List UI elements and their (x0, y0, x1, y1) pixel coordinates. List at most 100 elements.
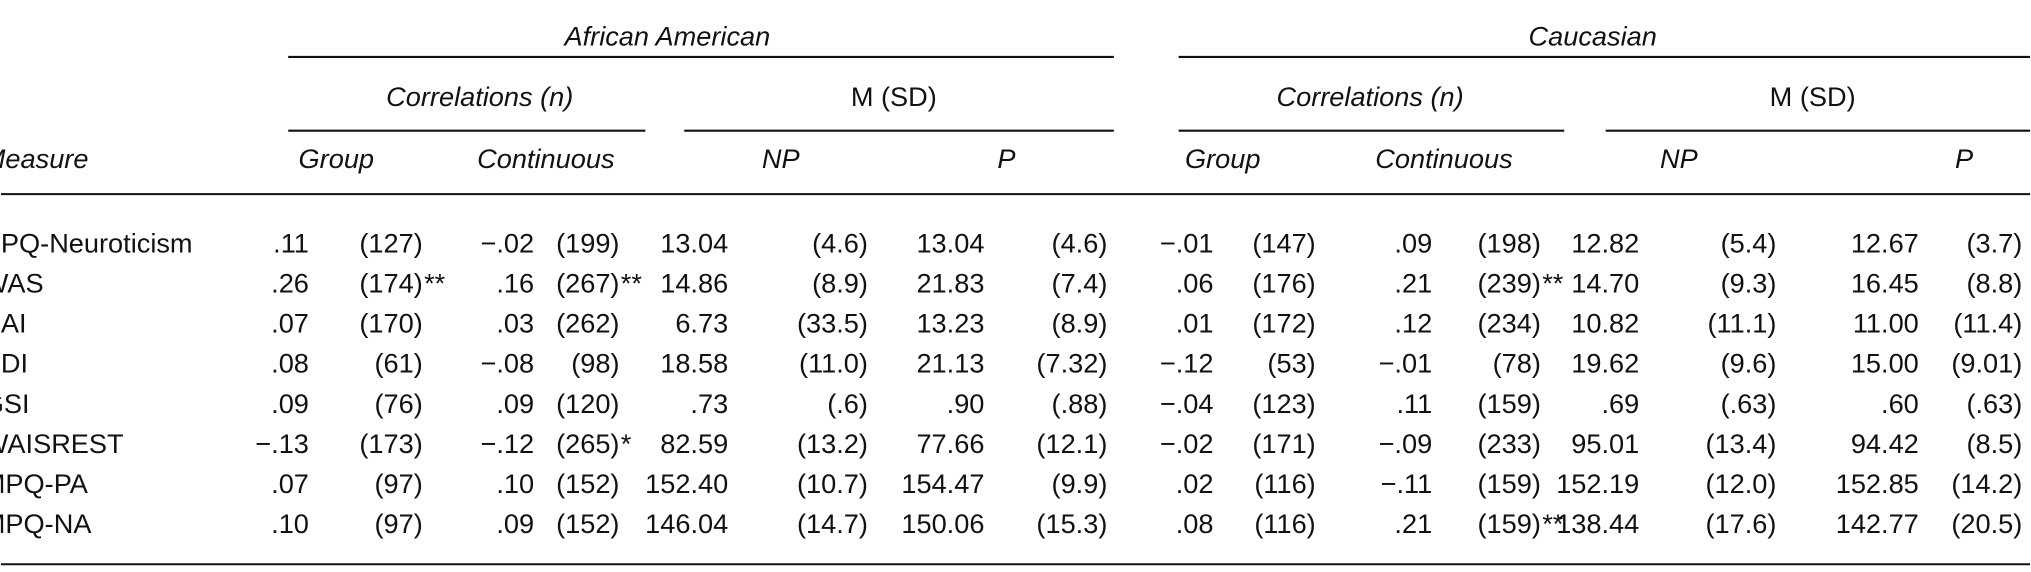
cell: .06 (1176, 267, 1214, 298)
cell: .01 (1176, 308, 1214, 339)
cell: (174) (359, 267, 422, 298)
cell: (171) (1252, 428, 1315, 459)
cell: (170) (359, 308, 422, 339)
cell: (147) (1252, 227, 1315, 258)
subgroup-header: Correlations (n) (1277, 81, 1464, 112)
cell: −.01 (1379, 348, 1433, 379)
significance: ** (621, 267, 643, 298)
cell: 13.04 (916, 227, 984, 258)
measure: EPQ-Neuroticism (0, 227, 193, 258)
cell: .12 (1394, 308, 1432, 339)
cell: .08 (271, 348, 309, 379)
cell: (159) (1478, 508, 1541, 539)
cell: (4.6) (1052, 227, 1108, 258)
cell: −.11 (1381, 468, 1433, 499)
cell: .07 (271, 308, 309, 339)
cell: (9.9) (1052, 468, 1108, 499)
cell: .10 (496, 468, 534, 499)
cell: .69 (1601, 388, 1639, 419)
cell: (97) (374, 508, 422, 539)
cell: (4.6) (812, 227, 868, 258)
cell: (8.8) (1966, 267, 2022, 298)
cell: 6.73 (675, 308, 728, 339)
cell: (239) (1478, 267, 1541, 298)
cell: 11.00 (1853, 308, 1919, 339)
cell: 150.06 (901, 508, 984, 539)
measure: GSI (0, 388, 30, 419)
cell: .60 (1881, 388, 1919, 419)
cell: (33.5) (797, 308, 868, 339)
column-header: Measure (0, 143, 88, 174)
cell: .08 (1176, 508, 1214, 539)
cell: (8.5) (1966, 428, 2022, 459)
cell: 18.58 (660, 348, 728, 379)
cell: −.02 (1160, 428, 1214, 459)
cell: −.04 (1160, 388, 1214, 419)
cell: (10.7) (797, 468, 868, 499)
cell: (11.0) (799, 348, 868, 379)
cell: (97) (374, 468, 422, 499)
cell: (3.7) (1966, 227, 2022, 258)
cell: (152) (556, 468, 619, 499)
cell: −.13 (255, 428, 309, 459)
cell: (11.4) (1953, 308, 2022, 339)
cell: (14.2) (1951, 468, 2022, 499)
cell: (11.1) (1708, 308, 1777, 339)
cell: (13.2) (797, 428, 868, 459)
cell: .09 (1394, 227, 1432, 258)
column-header: NP (762, 143, 800, 174)
cell: (7.32) (1036, 348, 1107, 379)
subgroup-header: M (SD) (1770, 81, 1856, 112)
significance: ** (424, 267, 446, 298)
column-header: Continuous (1375, 143, 1513, 174)
cell: (116) (1254, 508, 1315, 539)
cell: (78) (1493, 348, 1541, 379)
cell: .09 (496, 388, 534, 419)
cell: 21.83 (916, 267, 984, 298)
cell: (98) (571, 348, 619, 379)
cell: (8.9) (1052, 308, 1108, 339)
measure: BAI (0, 308, 27, 339)
cell: (.63) (1721, 388, 1777, 419)
cell: (116) (1254, 468, 1315, 499)
cell: −.01 (1160, 227, 1214, 258)
measure: BDI (0, 348, 28, 379)
cell: (.88) (1052, 388, 1108, 419)
cell: .09 (271, 388, 309, 419)
cell: 152.40 (645, 468, 728, 499)
cell: .10 (271, 508, 309, 539)
group-header: Caucasian (1529, 20, 1657, 51)
cell: .07 (271, 468, 309, 499)
cell: 10.82 (1571, 308, 1639, 339)
cell: (5.4) (1721, 227, 1777, 258)
cell: (152) (556, 508, 619, 539)
cell: (9.3) (1721, 267, 1777, 298)
cell: (13.4) (1705, 428, 1776, 459)
cell: .03 (496, 308, 534, 339)
cell: 13.23 (916, 308, 984, 339)
cell: 82.59 (660, 428, 728, 459)
subgroup-header: Correlations (n) (386, 81, 573, 112)
cell: 138.44 (1556, 508, 1639, 539)
cell: (9.6) (1721, 348, 1777, 379)
cell: 21.13 (916, 348, 984, 379)
cell: (267) (556, 267, 619, 298)
cell: (.63) (1966, 388, 2022, 419)
cell: (176) (1252, 267, 1315, 298)
column-header: NP (1660, 143, 1698, 174)
cell: .09 (496, 508, 534, 539)
cell: 14.86 (660, 267, 728, 298)
cell: 77.66 (916, 428, 984, 459)
cell: −.12 (1160, 348, 1214, 379)
cell: −.08 (480, 348, 534, 379)
cell: .90 (947, 388, 985, 419)
cell: 152.19 (1556, 468, 1639, 499)
measure: WAS (0, 267, 44, 298)
cell: (15.3) (1036, 508, 1107, 539)
measure: MPQ-NA (0, 508, 92, 539)
cell: (172) (1252, 308, 1315, 339)
cell: (173) (359, 428, 422, 459)
cell: (9.01) (1951, 348, 2022, 379)
significance: ** (1542, 508, 1564, 539)
